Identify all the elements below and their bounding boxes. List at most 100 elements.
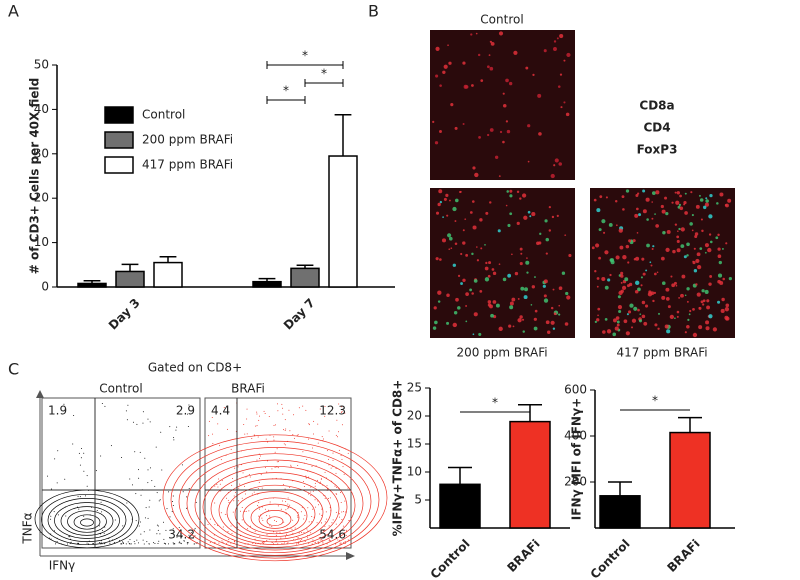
y-tick-label: 200 (564, 475, 587, 489)
event-dot (259, 455, 261, 457)
event-dot (218, 542, 220, 544)
event-dot (322, 541, 324, 543)
cell-dot (660, 256, 665, 261)
cell-dot (709, 275, 713, 278)
event-dot (317, 500, 319, 502)
cell-dot (534, 309, 538, 313)
event-dot (103, 532, 105, 534)
cell-dot (471, 84, 474, 87)
cell-dot (442, 70, 446, 74)
event-dot (340, 542, 342, 544)
cell-dot (635, 193, 639, 197)
event-dot (329, 497, 331, 499)
event-dot (304, 540, 306, 542)
cell-dot (560, 106, 563, 109)
cell-dot (486, 133, 490, 137)
event-dot (300, 540, 302, 542)
event-dot (276, 461, 278, 463)
cell-dot (661, 295, 666, 300)
contour (202, 465, 348, 548)
cell-dot (690, 191, 693, 194)
panel-label: C (8, 360, 19, 379)
event-dot (194, 529, 196, 531)
cell-dot (633, 306, 638, 311)
event-dot (77, 542, 79, 544)
cell-dot (674, 191, 677, 194)
cell-dot (460, 282, 463, 285)
cell-dot (490, 313, 494, 318)
event-dot (119, 540, 121, 542)
y-tick-label: 20 (407, 409, 422, 423)
event-dot (319, 408, 321, 410)
event-dot (281, 403, 283, 405)
cell-dot (526, 257, 528, 259)
event-dot (285, 509, 287, 511)
event-dot (283, 443, 285, 445)
event-dot (278, 461, 280, 463)
quadrant-percent: 2.9 (176, 404, 195, 418)
event-dot (143, 543, 145, 545)
event-dot (335, 523, 337, 525)
cell-dot (679, 194, 682, 198)
cell-dot (486, 65, 490, 69)
y-axis-label: # of CD3+ Cells per 40X field (28, 78, 42, 274)
cell-dot (517, 297, 520, 300)
cell-dot (533, 326, 538, 331)
cell-dot (473, 279, 478, 283)
event-dot (73, 414, 75, 416)
event-dot (143, 531, 145, 533)
cell-dot (721, 247, 724, 250)
event-dot (307, 438, 309, 440)
cell-dot (626, 313, 629, 316)
event-dot (321, 436, 323, 438)
cell-dot (502, 140, 505, 144)
event-dot (341, 518, 343, 520)
y-tick-label: 25 (407, 381, 422, 395)
cell-dot (450, 103, 454, 107)
cell-dot (634, 213, 639, 218)
event-dot (289, 486, 291, 488)
cell-dot (439, 84, 442, 87)
event-dot (262, 519, 264, 521)
event-dot (275, 534, 277, 536)
event-dot (264, 467, 266, 469)
cell-dot (433, 306, 437, 310)
event-dot (256, 411, 258, 413)
significance-star: * (652, 394, 658, 408)
event-dot (157, 543, 159, 545)
event-dot (79, 496, 81, 498)
event-dot (208, 420, 210, 422)
bar (599, 495, 641, 529)
cell-dot (498, 175, 501, 178)
event-dot (142, 411, 144, 413)
cell-dot (479, 289, 483, 293)
event-dot (50, 515, 52, 517)
cell-dot (637, 287, 641, 292)
event-dot (142, 539, 144, 541)
cell-dot (447, 44, 449, 47)
cell-dot (638, 319, 643, 323)
cell-dot (678, 297, 681, 299)
event-dot (234, 467, 236, 469)
cell-dot (605, 196, 608, 199)
cell-dot (617, 295, 621, 299)
cell-dot (507, 223, 511, 227)
cell-dot (651, 191, 656, 196)
cell-dot (618, 228, 623, 233)
event-dot (237, 500, 239, 502)
event-dot (83, 470, 85, 472)
cell-dot (447, 233, 452, 238)
event-dot (121, 456, 123, 458)
cell-dot (646, 243, 650, 248)
event-dot (79, 464, 81, 466)
cell-dot (480, 247, 483, 250)
contour (266, 516, 284, 527)
event-dot (258, 481, 260, 483)
event-dot (304, 514, 306, 516)
event-dot (321, 522, 323, 524)
cell-dot (438, 189, 443, 194)
event-dot (308, 423, 310, 425)
event-dot (267, 441, 269, 443)
cell-dot (566, 295, 571, 300)
event-dot (186, 507, 188, 509)
